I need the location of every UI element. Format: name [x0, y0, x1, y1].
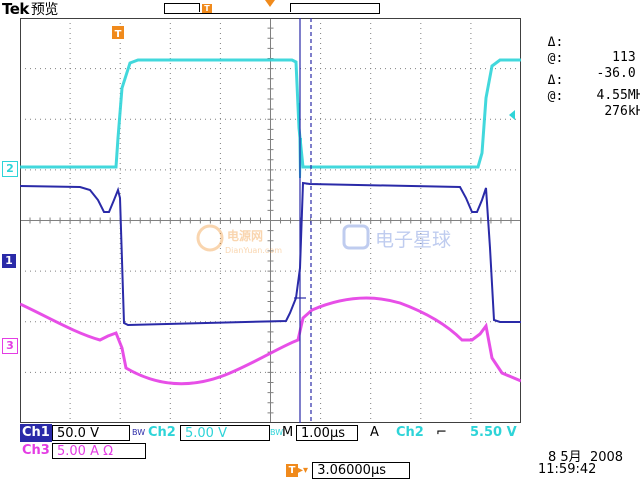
delay-trigger-icon: T	[286, 464, 298, 477]
ch1-bw-icon: BW	[132, 428, 146, 437]
status-bar-primary: Ch1 50.0 V BW Ch2 5.00 V BW M 1.00µs A C…	[20, 424, 525, 442]
timebase-label: M	[282, 425, 294, 440]
ch2-marker[interactable]: 2	[2, 161, 18, 177]
ch1-scale[interactable]: 50.0 V	[52, 425, 130, 441]
delay-arrow-icon: ▸▾	[298, 465, 309, 476]
record-trigger-marker: T	[202, 4, 212, 13]
trigger-level-arrow-icon[interactable]	[509, 110, 515, 120]
status-bar-secondary: Ch3 5.00 A Ω	[20, 442, 320, 460]
waveform-display[interactable]: T 电源网 DianYuan.com 电子星球	[20, 18, 521, 423]
voltage-cursor-label: @:	[547, 51, 564, 66]
top-bar: Tek 预览 T	[0, 0, 640, 18]
freq-cursor-value: 276kHz	[604, 104, 640, 119]
timebase-value[interactable]: 1.00µs	[296, 425, 358, 441]
trigger-mode[interactable]: A	[370, 425, 379, 440]
watermark-left-sub: DianYuan.com	[225, 246, 282, 255]
freq-delta-label: Δ:	[547, 73, 564, 88]
trigger-position-arrow-icon[interactable]	[265, 0, 275, 7]
voltage-cursor-row: @: -36.0 V	[532, 36, 636, 81]
brand-name: Tek	[2, 0, 29, 18]
ch1-marker[interactable]: 1	[2, 254, 16, 268]
trigger-slope-icon[interactable]: ⌐	[436, 425, 447, 440]
horizontal-delay[interactable]: T ▸▾ 3.06000µs	[286, 462, 411, 480]
freq-delta-value: 4.55MHz	[596, 88, 640, 103]
ch2-bw-icon: BW	[270, 428, 284, 437]
voltage-delta-row: Δ: 113 V	[532, 20, 636, 65]
ch3-waveform	[20, 296, 521, 386]
freq-delta-row: Δ: 4.55MHz	[532, 58, 640, 103]
mode-label: 预览	[30, 2, 59, 18]
watermark-logo: 电源网 DianYuan.com 电子星球	[196, 224, 451, 255]
ch2-label[interactable]: Ch2	[148, 425, 176, 440]
ch3-label[interactable]: Ch3	[22, 443, 50, 458]
trigger-level[interactable]: 5.50 V	[470, 425, 517, 440]
time-stamp: 11:59:42	[538, 462, 597, 477]
freq-cursor-label: @:	[547, 89, 564, 104]
trigger-point-label: T	[115, 29, 122, 40]
watermark-right-text: 电子星球	[375, 229, 451, 251]
trigger-source[interactable]: Ch2	[396, 425, 424, 440]
freq-cursor-row: @: 276kHz	[532, 74, 640, 119]
voltage-cursor-value: -36.0 V	[596, 66, 636, 81]
ch3-scale[interactable]: 5.00 A Ω	[52, 443, 146, 459]
ch1-label[interactable]: Ch1	[20, 424, 52, 442]
date-stamp: 8 5月 2008	[548, 450, 624, 465]
brand-logo: Tek 预览	[2, 0, 58, 19]
voltage-delta-value: 113 V	[612, 50, 636, 65]
voltage-delta-label: Δ:	[547, 35, 564, 50]
ch3-marker[interactable]: 3	[2, 338, 18, 354]
trigger-point-icon[interactable]: T	[112, 26, 124, 40]
watermark-left-text: 电源网	[227, 228, 263, 243]
ch2-scale[interactable]: 5.00 V	[180, 425, 270, 441]
delay-value[interactable]: 3.06000µs	[312, 462, 411, 479]
record-view-window[interactable]	[199, 3, 291, 12]
